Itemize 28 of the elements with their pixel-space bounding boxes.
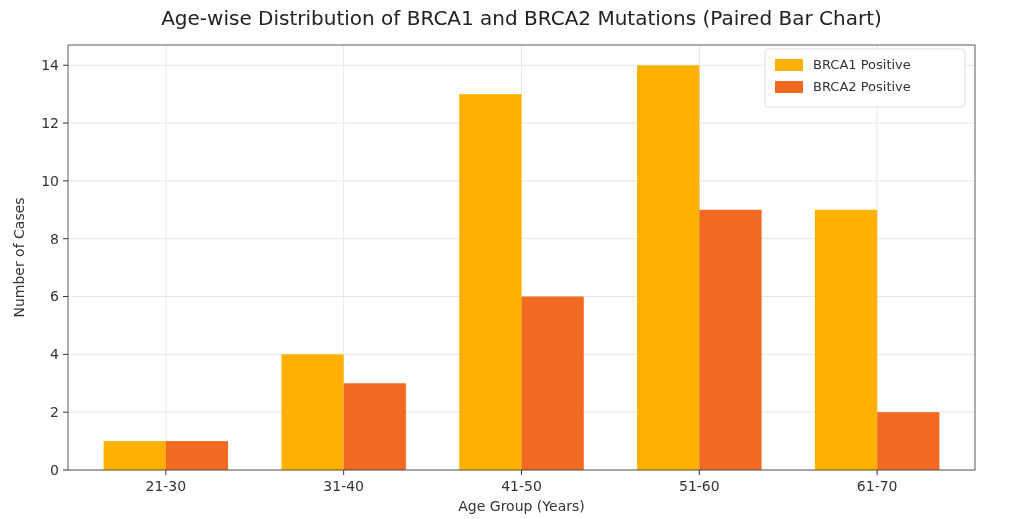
legend-label: BRCA2 Positive <box>813 79 911 94</box>
bar <box>521 296 584 470</box>
y-tick-label: 12 <box>41 114 59 131</box>
bar <box>637 65 700 470</box>
bar <box>343 383 406 470</box>
bar <box>459 94 522 470</box>
y-tick-label: 0 <box>50 461 59 478</box>
x-tick-label: 61-70 <box>856 478 898 494</box>
legend-label: BRCA1 Positive <box>813 57 911 72</box>
x-tick-label: 51-60 <box>679 478 720 494</box>
y-axis-title: Number of Cases <box>11 197 27 318</box>
bar <box>281 354 344 470</box>
bar <box>814 209 878 470</box>
bar <box>699 209 762 470</box>
y-tick-label: 6 <box>50 288 60 305</box>
x-tick-label: 41-50 <box>501 478 542 494</box>
bar <box>877 412 940 470</box>
bar <box>103 441 166 470</box>
y-tick-label: 4 <box>50 346 60 363</box>
x-tick-label: 31-40 <box>323 478 364 494</box>
y-tick-label: 14 <box>41 57 60 74</box>
x-axis-title: Age Group (Years) <box>458 498 585 514</box>
chart-title: Age-wise Distribution of BRCA1 and BRCA2 Mutations (Paired Bar Chart) <box>161 6 882 30</box>
bar <box>165 441 229 470</box>
x-tick-label: 21-30 <box>145 478 187 494</box>
y-tick-label: 2 <box>50 404 59 421</box>
y-tick-label: 8 <box>50 230 59 247</box>
y-tick-label: 10 <box>41 172 59 189</box>
